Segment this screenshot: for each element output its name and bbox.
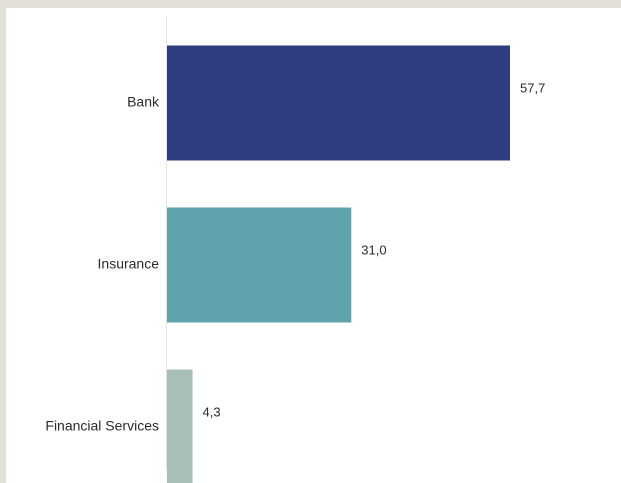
chart-frame: Bank Insurance Financial Services 57,7 31,0… <box>6 8 621 483</box>
bar-financial-services <box>167 369 193 483</box>
bar-bank <box>167 45 510 161</box>
value-label-insurance: 31,0 <box>361 242 386 257</box>
category-label-insurance: Insurance <box>98 256 160 272</box>
category-label-bank: Bank <box>127 94 160 110</box>
category-label-financial-services: Financial Services <box>45 418 159 434</box>
bar-insurance <box>167 207 352 323</box>
value-label-bank: 57,7 <box>520 80 545 95</box>
value-labels: 57,7 31,0 4,3 <box>203 80 546 419</box>
value-label-financial-services: 4,3 <box>203 404 221 419</box>
category-labels: Bank Insurance Financial Services <box>45 94 160 434</box>
bar-chart: Bank Insurance Financial Services 57,7 31,0… <box>45 16 546 483</box>
bars-group <box>167 45 510 483</box>
